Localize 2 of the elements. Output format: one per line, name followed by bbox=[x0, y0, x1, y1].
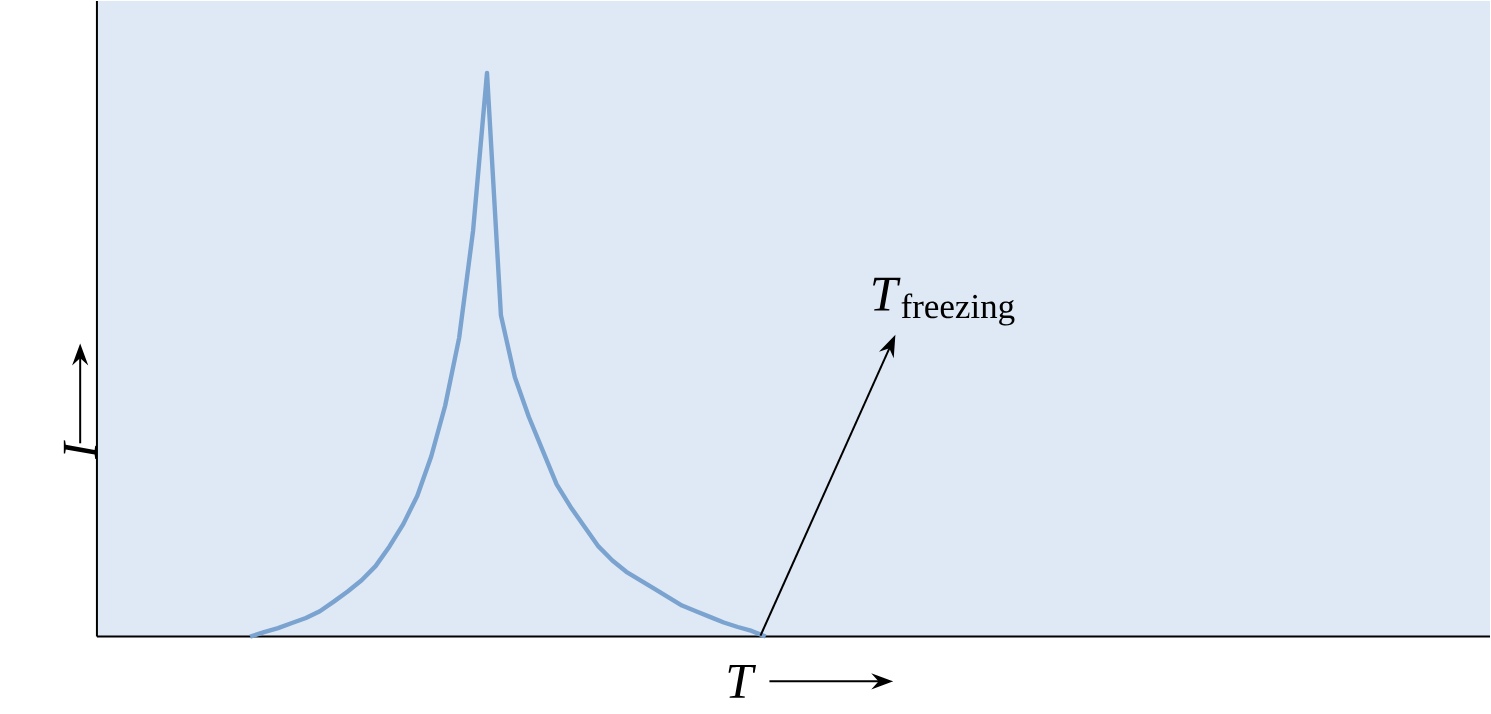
x-axis-title: T bbox=[728, 665, 756, 698]
annotation: T$_{freezing}$ bbox=[873, 278, 1015, 326]
